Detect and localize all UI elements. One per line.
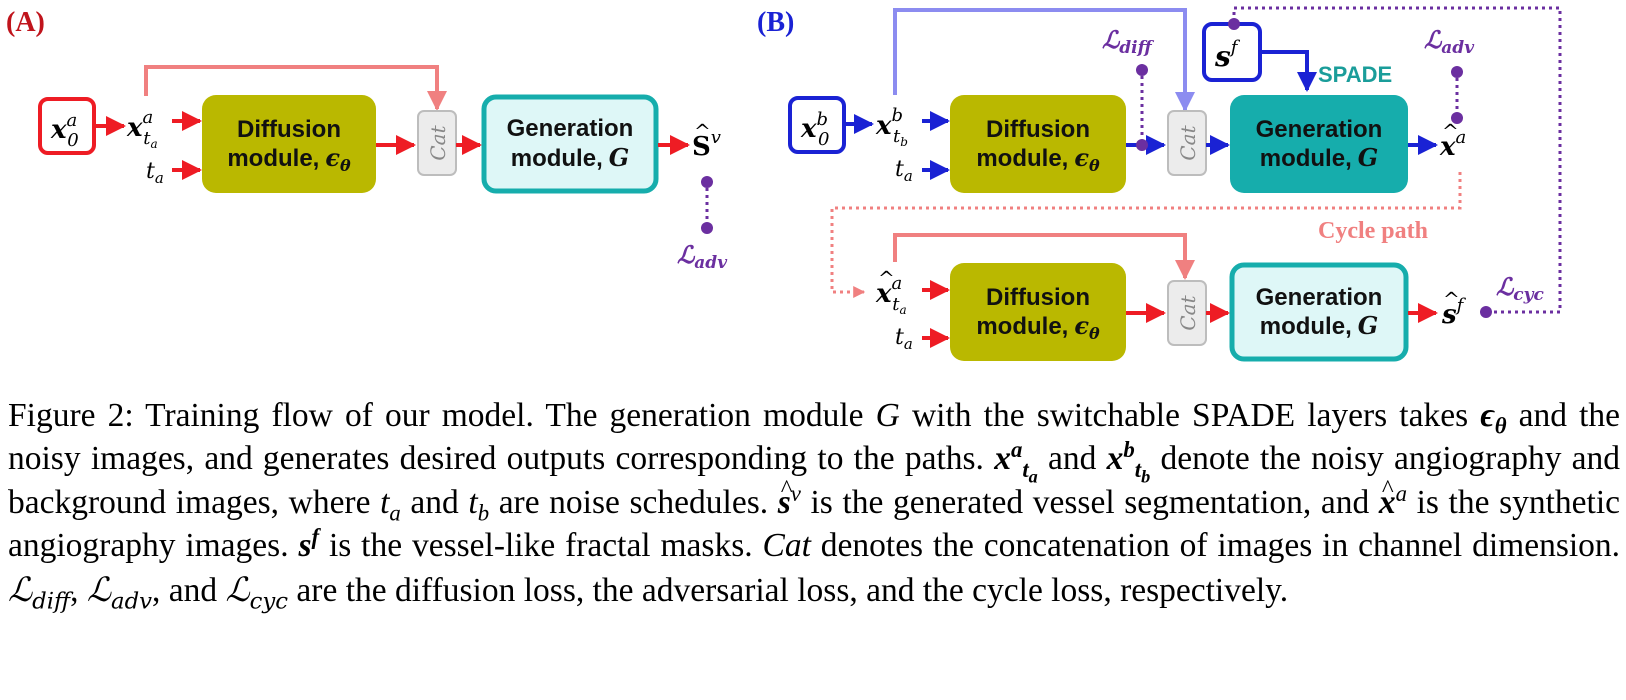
svg-text:^: ^: [1443, 287, 1460, 311]
adv-loss-node-a: [701, 176, 713, 188]
diff-loss-label: ℒdiff: [1102, 25, 1155, 58]
input-x0a-box: [38, 97, 96, 155]
panel-a-label: (A): [6, 7, 45, 38]
svg-text:Generation: Generation: [1256, 284, 1383, 311]
adv-loss-node-b: [1451, 112, 1463, 124]
noisy-xtb-label: xb tb: [875, 105, 908, 149]
skip-connection-a: [144, 65, 447, 111]
svg-text:^: ^: [694, 119, 711, 143]
figure-label: Figure 2:: [8, 397, 134, 434]
diffusion-sub: module,: [227, 145, 319, 172]
svg-text:module,G: module, G: [1260, 311, 1379, 340]
svg-text:^: ^: [878, 266, 895, 290]
diffusion-module-cycle: Diffusion module, ϵθ: [950, 263, 1126, 361]
generation-module-cycle: Generation module, G: [1229, 262, 1409, 362]
arrow-sf-to-spade: [1262, 50, 1317, 92]
timestep-ta-label-b: ta: [895, 157, 913, 185]
svg-text:module,ϵθ: module, ϵθ: [976, 143, 1100, 175]
svg-text:Cat: Cat: [1176, 294, 1200, 330]
diffusion-title: Diffusion: [237, 116, 341, 143]
svg-text:Cat: Cat: [426, 124, 450, 160]
svg-text:Diffusion: Diffusion: [986, 284, 1090, 311]
diff-loss-node: [1136, 139, 1148, 151]
svg-text:Diffusion: Diffusion: [986, 116, 1090, 143]
figure-caption: Figure 2: Training flow of our model. Th…: [8, 394, 1620, 613]
epsilon-theta-symbol: ϵ: [325, 143, 340, 172]
cat-block-b: Cat: [1167, 110, 1207, 176]
input-x0a-label: xa 0: [50, 110, 79, 151]
cycle-path-label: Cycle path: [1318, 218, 1428, 244]
cycle-path-line: [830, 172, 1462, 298]
cycle-loss-link: [1232, 6, 1562, 314]
panel-b-label: (B): [757, 7, 794, 38]
svg-text:Cat: Cat: [1176, 124, 1200, 160]
noisy-xta-label: xa ta: [126, 107, 158, 151]
generation-module-b: Generation module, G: [1230, 95, 1408, 193]
skip-connection-b: [893, 8, 1195, 112]
skip-connection-cycle: [893, 233, 1195, 280]
diffusion-module-a: Diffusion module, ϵθ: [202, 95, 376, 193]
cyc-loss-label: ℒcyc: [1496, 272, 1545, 305]
svg-text:module,G: module, G: [1260, 143, 1379, 172]
training-flow-diagram: (A) xa 0 xa ta ta Diffusion module, ϵθ Cat …: [6, 6, 1562, 362]
cycle-timestep-ta-label: ta: [895, 325, 913, 353]
generation-module-a: Generation module, G: [481, 94, 659, 194]
svg-text:^: ^: [1442, 119, 1459, 143]
cat-block-cycle: Cat: [1167, 280, 1207, 346]
svg-text:Generation: Generation: [507, 115, 634, 142]
input-x0b-label: xb 0: [800, 109, 830, 150]
adv-loss-label-b: ℒadv: [1424, 25, 1475, 58]
svg-text:Generation: Generation: [1256, 116, 1383, 143]
timestep-ta-label: ta: [146, 159, 164, 187]
svg-text:module,ϵθ: module, ϵθ: [227, 143, 351, 175]
spade-label: SPADE: [1318, 62, 1392, 87]
cycle-loss-node: [1480, 306, 1492, 318]
svg-text:module,G: module, G: [511, 143, 630, 172]
input-x0b-box: [788, 96, 846, 154]
svg-text:module,ϵθ: module, ϵθ: [976, 311, 1100, 343]
adv-loss-label-a: ℒadv: [677, 240, 728, 273]
diffusion-module-b: Diffusion module, ϵθ: [950, 95, 1126, 193]
cat-block-a: Cat: [417, 110, 457, 176]
